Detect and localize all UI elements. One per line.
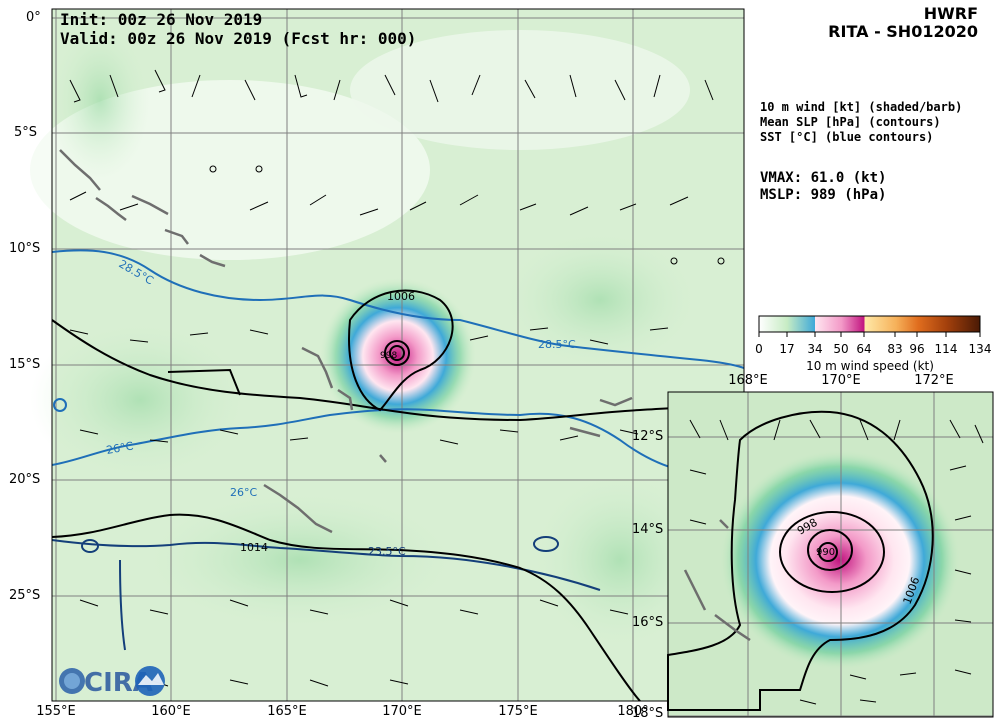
inset-slp-label-990: 990 xyxy=(816,547,835,558)
legend-slp: Mean SLP [hPa] (contours) xyxy=(760,115,941,129)
vmax-value: VMAX: 61.0 (kt) xyxy=(760,170,887,186)
colorbar-tick: 34 xyxy=(807,342,823,356)
sst-label-26-west: 26°C xyxy=(105,439,134,457)
calm-wind-markers xyxy=(209,165,725,265)
inset-lon-label: 168°E xyxy=(728,373,768,388)
inset-lat-label: 18°S xyxy=(632,706,664,721)
storm-name: RITA - SH012020 xyxy=(828,22,978,41)
lat-label: 5°S xyxy=(14,125,38,140)
land-outlines xyxy=(59,149,633,534)
inset-map-frame xyxy=(667,391,994,718)
colorbar-tick: 96 xyxy=(909,342,925,356)
slp-label-998: 998 xyxy=(380,351,397,361)
inset-lon-label: 172°E xyxy=(914,373,954,388)
colorbar-tick: 114 xyxy=(934,342,958,356)
colorbar-tick: 17 xyxy=(779,342,795,356)
inset-land-outlines xyxy=(683,519,751,642)
lon-label: 180° xyxy=(617,704,649,719)
legend-wind: 10 m wind [kt] (shaded/barb) xyxy=(760,100,963,114)
lat-label: 0° xyxy=(26,10,41,25)
lon-label: 155°E xyxy=(36,704,76,719)
sst-label-28-5-east: 28.5°C xyxy=(538,338,576,351)
inset-lat-label: 12°S xyxy=(632,429,664,444)
slp-contours xyxy=(51,289,745,702)
mslp-value: MSLP: 989 (hPa) xyxy=(760,187,887,203)
lat-label: 15°S xyxy=(9,357,41,372)
lat-label: 20°S xyxy=(9,472,41,487)
colorbar-tick: 0 xyxy=(755,342,763,356)
slp-label-1006: 1006 xyxy=(387,290,415,303)
cira-logo: CIRA xyxy=(59,666,165,698)
colorbar-fill xyxy=(758,315,981,333)
colorbar-tick: 83 xyxy=(887,342,903,356)
colorbar-tick: 134 xyxy=(968,342,992,356)
inset-map-gridlines xyxy=(668,392,993,717)
main-map-frame xyxy=(51,8,745,702)
valid-time: Valid: 00z 26 Nov 2019 (Fcst hr: 000) xyxy=(60,29,417,48)
inset-slp-contours xyxy=(667,410,934,711)
inset-lat-label: 14°S xyxy=(632,522,664,537)
inset-lat-label: 16°S xyxy=(632,615,664,630)
init-time: Init: 00z 26 Nov 2019 xyxy=(60,10,263,29)
colorbar-tick: 50 xyxy=(833,342,849,356)
main-map-gridlines xyxy=(52,9,744,701)
colorbar-tick: 64 xyxy=(856,342,872,356)
lat-label: 10°S xyxy=(9,241,41,256)
lon-label: 175°E xyxy=(498,704,538,719)
inset-lon-label: 170°E xyxy=(821,373,861,388)
inset-wind-barbs xyxy=(689,419,984,705)
lon-label: 160°E xyxy=(151,704,191,719)
sst-label-26-south: 26°C xyxy=(230,486,257,499)
legend-sst: SST [°C] (blue contours) xyxy=(760,130,934,144)
sst-label-23-5: 23.5°C xyxy=(368,545,406,558)
colorbar-label: 10 m wind speed (kt) xyxy=(806,359,934,373)
storm-wind-shading xyxy=(320,278,476,434)
model-name: HWRF xyxy=(923,4,978,23)
slp-label-1014: 1014 xyxy=(240,541,268,554)
lon-label: 165°E xyxy=(267,704,307,719)
lon-label: 170°E xyxy=(382,704,422,719)
lat-label: 25°S xyxy=(9,588,41,603)
